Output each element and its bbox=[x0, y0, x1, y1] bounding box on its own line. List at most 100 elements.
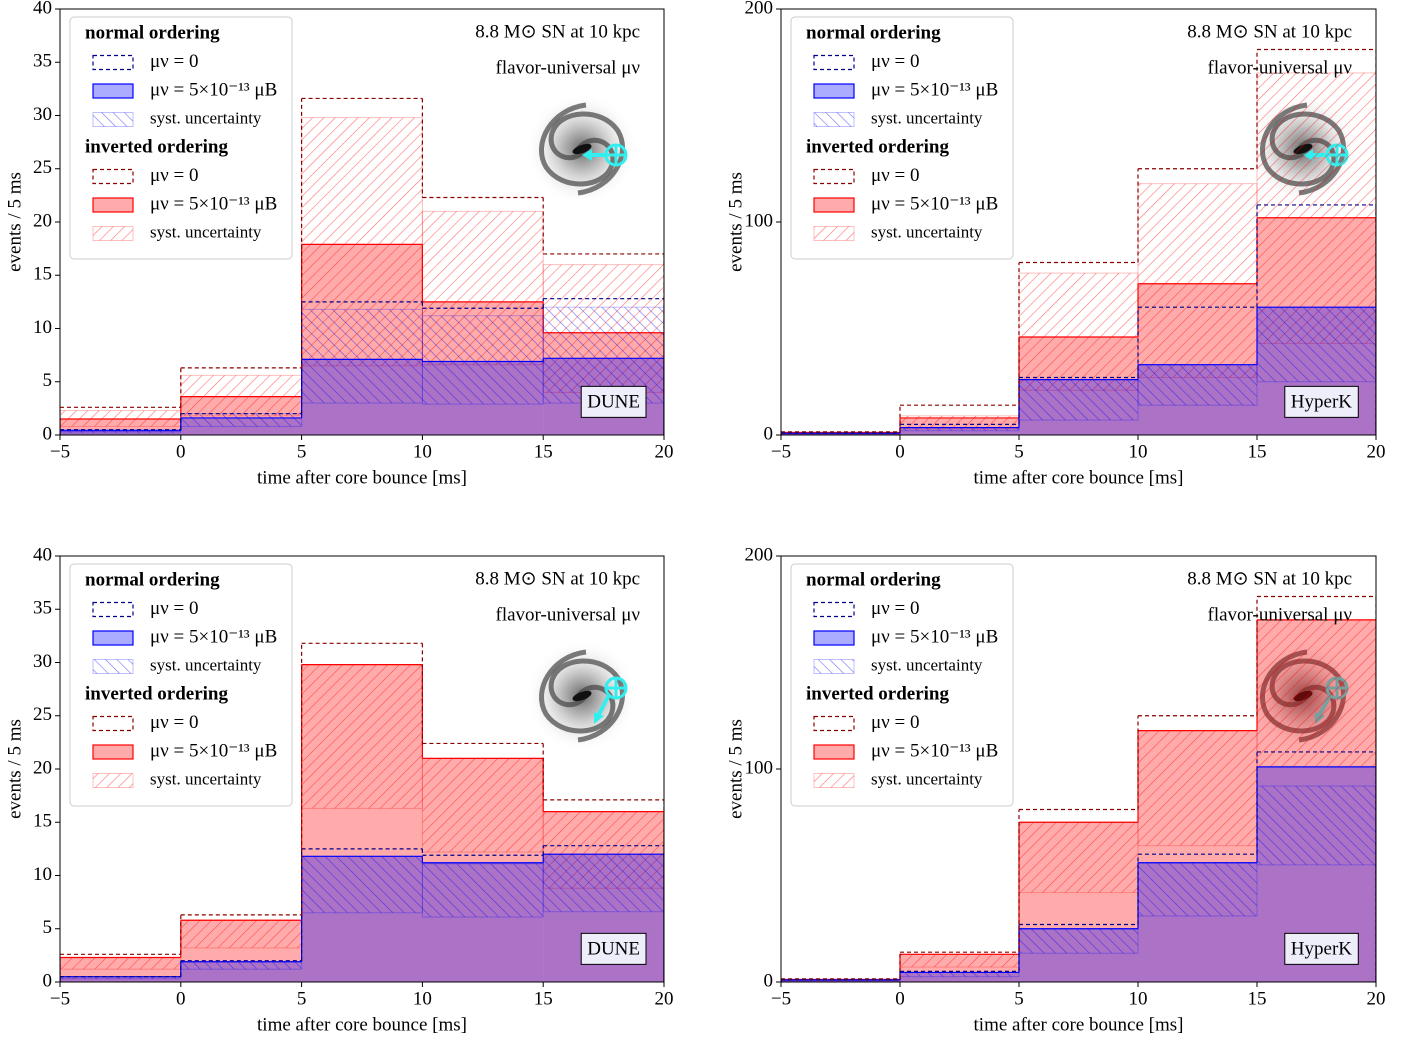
legend: normal ordering μν = 0 μν = 5×10⁻¹³ μB syst… bbox=[790, 563, 1014, 807]
y-tick-label: 100 bbox=[745, 210, 774, 231]
x-tick-label: 15 bbox=[534, 441, 553, 462]
legend-label: μν = 0 bbox=[150, 598, 199, 619]
y-tick-label: 5 bbox=[43, 917, 53, 938]
legend-label: μν = 5×10⁻¹³ μB bbox=[871, 193, 998, 214]
y-axis-label: events / 5 ms bbox=[725, 172, 746, 272]
annotation: flavor-universal μν bbox=[496, 604, 641, 625]
legend-swatch bbox=[813, 630, 855, 646]
y-axis-label: events / 5 ms bbox=[4, 719, 25, 819]
legend-label: μν = 0 bbox=[871, 598, 920, 619]
legend-label: syst. uncertainty bbox=[871, 769, 983, 788]
x-tick-label: 0 bbox=[895, 988, 905, 1009]
legend-swatch bbox=[813, 715, 855, 732]
uncertainty-band bbox=[899, 415, 1020, 430]
y-tick-label: 20 bbox=[33, 757, 52, 778]
legend-label: syst. uncertainty bbox=[150, 769, 262, 788]
legend-heading: normal ordering bbox=[806, 569, 941, 590]
detector-label: DUNE bbox=[587, 938, 640, 959]
legend-swatch bbox=[92, 112, 134, 127]
uncertainty-band bbox=[301, 664, 423, 809]
legend-swatch bbox=[813, 601, 855, 618]
legend-swatch bbox=[813, 197, 855, 213]
y-axis-label: events / 5 ms bbox=[4, 172, 25, 272]
uncertainty-band bbox=[421, 757, 544, 853]
annotation: 8.8 M⊙ SN at 10 kpc bbox=[475, 568, 640, 589]
detector-frame bbox=[1284, 385, 1359, 418]
y-tick-label: 0 bbox=[43, 970, 53, 991]
bar bbox=[781, 433, 900, 435]
x-tick-label: 20 bbox=[1367, 441, 1386, 462]
y-tick-label: 0 bbox=[764, 970, 774, 991]
y-tick-label: 35 bbox=[33, 51, 52, 72]
uncertainty-band bbox=[1256, 785, 1376, 866]
detector-frame bbox=[1284, 932, 1359, 965]
legend-label: μν = 0 bbox=[150, 712, 199, 733]
legend-swatch bbox=[813, 773, 855, 788]
legend-swatch bbox=[813, 83, 855, 99]
y-tick-label: 15 bbox=[33, 264, 52, 285]
x-tick-label: 10 bbox=[1129, 441, 1148, 462]
x-axis-label: time after core bounce [ms] bbox=[974, 467, 1184, 488]
uncertainty-band bbox=[180, 374, 303, 417]
legend-swatch bbox=[813, 54, 855, 71]
legend-swatch bbox=[813, 168, 855, 185]
x-tick-label: −5 bbox=[50, 988, 70, 1009]
annotation: flavor-universal μν bbox=[1208, 57, 1353, 78]
y-tick-label: 0 bbox=[43, 423, 53, 444]
bar bbox=[900, 427, 1019, 435]
detector-label: DUNE bbox=[587, 391, 640, 412]
legend-label: μν = 5×10⁻¹³ μB bbox=[871, 79, 998, 100]
uncertainty-band bbox=[1018, 928, 1139, 954]
annotation: 8.8 M⊙ SN at 10 kpc bbox=[475, 21, 640, 42]
legend-swatch bbox=[813, 226, 855, 241]
x-tick-label: −5 bbox=[771, 988, 791, 1009]
x-tick-label: 15 bbox=[1248, 988, 1267, 1009]
detector-box: HyperK bbox=[1284, 932, 1359, 965]
x-axis-label: time after core bounce [ms] bbox=[257, 1014, 467, 1035]
legend-label: syst. uncertainty bbox=[150, 655, 262, 674]
legend: normal ordering μν = 0 μν = 5×10⁻¹³ μB syst… bbox=[790, 16, 1014, 260]
bar bbox=[900, 972, 1019, 982]
uncertainty-band bbox=[1256, 619, 1376, 768]
detector-label: HyperK bbox=[1291, 938, 1352, 959]
legend-label: syst. uncertainty bbox=[871, 108, 983, 127]
legend-heading: normal ordering bbox=[806, 22, 941, 43]
legend: normal ordering μν = 0 μν = 5×10⁻¹³ μB syst… bbox=[69, 16, 293, 260]
legend-swatch bbox=[813, 659, 855, 674]
uncertainty-band bbox=[899, 953, 1020, 968]
x-tick-label: 20 bbox=[655, 441, 674, 462]
detector-box: DUNE bbox=[580, 932, 647, 965]
legend-heading: inverted ordering bbox=[806, 683, 950, 704]
x-tick-label: 10 bbox=[1129, 988, 1148, 1009]
y-tick-label: 30 bbox=[33, 651, 52, 672]
uncertainty-band bbox=[60, 429, 182, 434]
legend-swatch bbox=[813, 112, 855, 127]
legend-label: syst. uncertainty bbox=[150, 222, 262, 241]
y-tick-label: 200 bbox=[745, 544, 774, 565]
legend-label: μν = 5×10⁻¹³ μB bbox=[871, 626, 998, 647]
uncertainty-band bbox=[301, 308, 423, 404]
y-tick-label: 15 bbox=[33, 811, 52, 832]
plot-area bbox=[60, 640, 664, 982]
uncertainty-band bbox=[899, 971, 1020, 978]
x-tick-label: 20 bbox=[655, 988, 674, 1009]
legend-label: μν = 5×10⁻¹³ μB bbox=[150, 626, 277, 647]
uncertainty-band bbox=[1018, 821, 1139, 894]
x-axis-label: time after core bounce [ms] bbox=[257, 467, 467, 488]
y-tick-label: 35 bbox=[33, 598, 52, 619]
x-axis-label: time after core bounce [ms] bbox=[974, 1014, 1184, 1035]
legend-heading: inverted ordering bbox=[85, 136, 229, 157]
x-tick-label: 5 bbox=[1014, 441, 1024, 462]
legend-label: syst. uncertainty bbox=[150, 108, 262, 127]
legend-swatch bbox=[813, 744, 855, 760]
legend-label: μν = 5×10⁻¹³ μB bbox=[150, 193, 277, 214]
x-tick-label: 5 bbox=[1014, 988, 1024, 1009]
y-tick-label: 0 bbox=[764, 423, 774, 444]
detector-frame bbox=[580, 385, 647, 418]
x-tick-label: −5 bbox=[50, 441, 70, 462]
y-tick-label: 200 bbox=[745, 0, 774, 18]
